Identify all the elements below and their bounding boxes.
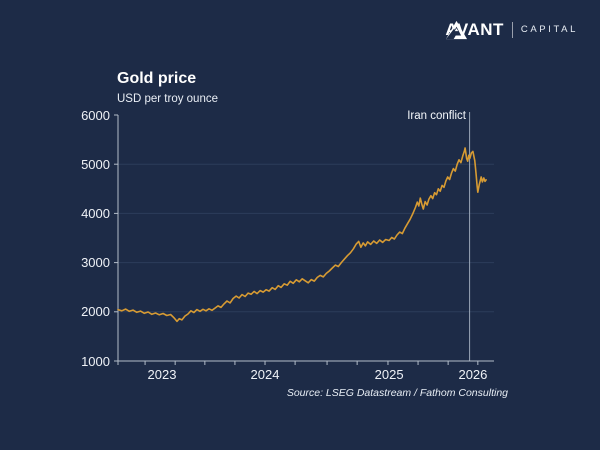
- y-axis-label-3000: 3000: [81, 255, 110, 271]
- y-axis-label-4000: 4000: [81, 205, 110, 221]
- brand-logo: AVANT CAPITAL: [445, 20, 578, 40]
- brand-suffix: CAPITAL: [520, 24, 578, 35]
- x-axis-label-2024: 2024: [250, 367, 280, 382]
- gold-price-line: [117, 147, 487, 323]
- x-axis-label-2023: 2023: [147, 367, 177, 382]
- chart-subtitle: USD per troy ounce: [117, 93, 218, 105]
- avant-mountain-icon: [446, 20, 468, 40]
- event-annotation-label: Iran conflict: [407, 110, 466, 122]
- y-axis-label-5000: 5000: [81, 156, 110, 172]
- chart-title: Gold price: [117, 70, 197, 87]
- x-axis-label-2025: 2025: [374, 367, 404, 382]
- y-axis-label-1000: 1000: [81, 353, 110, 369]
- y-axis-label-6000: 6000: [81, 107, 110, 123]
- source-credit: Source: LSEG Datastream / Fathom Consult…: [286, 387, 508, 399]
- y-axis-label-2000: 2000: [81, 304, 110, 320]
- x-axis-label-2026: 2026: [458, 367, 488, 382]
- brand-divider: [511, 22, 513, 38]
